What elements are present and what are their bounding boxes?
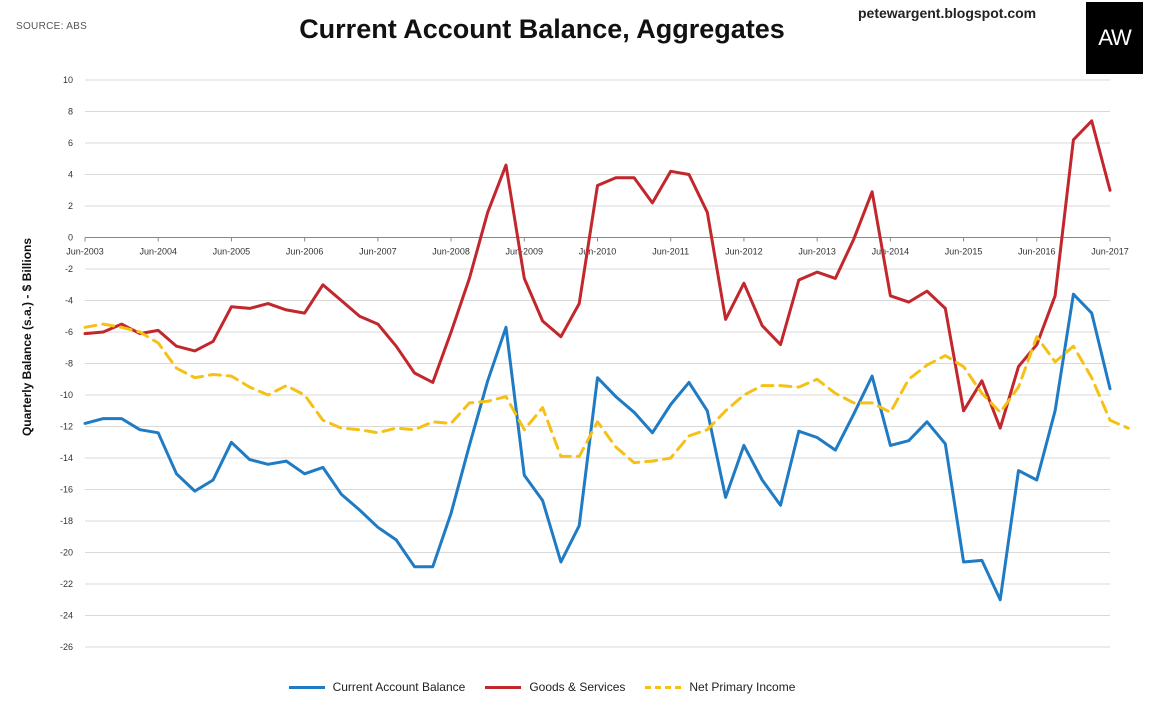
y-tick-label: 0	[68, 233, 73, 243]
legend-item-current-account: Current Account Balance	[288, 680, 466, 694]
y-tick-label: -20	[60, 548, 73, 558]
x-tick-label: Jun-2013	[798, 247, 836, 257]
series-line-current-account-balance	[83, 292, 1112, 602]
legend-label-goods-services: Goods & Services	[529, 680, 626, 694]
y-tick-label: -2	[65, 264, 73, 274]
y-tick-label: -4	[65, 296, 73, 306]
x-tick-label: Jun-2010	[579, 247, 617, 257]
y-tick-label: -26	[60, 642, 73, 652]
x-tick-label: Jun-2017	[1091, 247, 1129, 257]
y-tick-label: 10	[63, 75, 73, 85]
x-tick-label: Jun-2011	[652, 247, 689, 257]
legend-swatch-net-primary-income	[645, 685, 682, 689]
x-tick-label: Jun-2007	[359, 247, 397, 257]
y-tick-label: -24	[60, 611, 73, 621]
x-tick-label: Jun-2012	[725, 247, 763, 257]
legend-swatch-goods-services	[485, 685, 522, 689]
y-tick-label: 6	[68, 138, 73, 148]
y-tick-label: 2	[68, 201, 73, 211]
y-tick-label: -12	[60, 422, 73, 432]
x-tick-label: Jun-2015	[945, 247, 983, 257]
legend-label-current-account: Current Account Balance	[332, 680, 466, 694]
y-tick-label: -18	[60, 516, 73, 526]
chart-title: Current Account Balance, Aggregates	[299, 14, 785, 44]
y-tick-label: -6	[65, 327, 73, 337]
x-tick-label: Jun-2004	[139, 247, 177, 257]
y-tick-label: -22	[60, 579, 73, 589]
series-line-net-primary-income	[83, 322, 1130, 465]
aw-logo: AW	[1086, 2, 1143, 74]
x-tick-label: Jun-2005	[213, 247, 251, 257]
legend-swatch-current-account	[288, 685, 325, 689]
x-tick-label: Jun-2008	[432, 247, 470, 257]
y-tick-label: 8	[68, 107, 73, 117]
y-tick-label: 4	[68, 170, 73, 180]
legend: Current Account Balance Goods & Services…	[0, 680, 1084, 694]
y-tick-label: -16	[60, 485, 73, 495]
legend-label-net-primary-income: Net Primary Income	[689, 680, 796, 694]
legend-item-goods-services: Goods & Services	[485, 680, 625, 694]
series-line-goods-services	[83, 119, 1112, 430]
x-tick-label: Jun-2003	[66, 247, 104, 257]
blog-url: petewargent.blogspot.com	[858, 5, 1037, 21]
x-tick-label: Jun-2009	[506, 247, 544, 257]
y-tick-label: -10	[60, 390, 73, 400]
legend-item-net-primary-income: Net Primary Income	[645, 680, 795, 694]
x-tick-label: Jun-2006	[286, 247, 324, 257]
x-tick-label: Jun-2014	[872, 247, 910, 257]
x-tick-label: Jun-2016	[1018, 247, 1056, 257]
y-tick-label: -8	[65, 359, 73, 369]
source-note: SOURCE: ABS	[16, 21, 88, 32]
y-tick-label: -14	[60, 453, 73, 463]
